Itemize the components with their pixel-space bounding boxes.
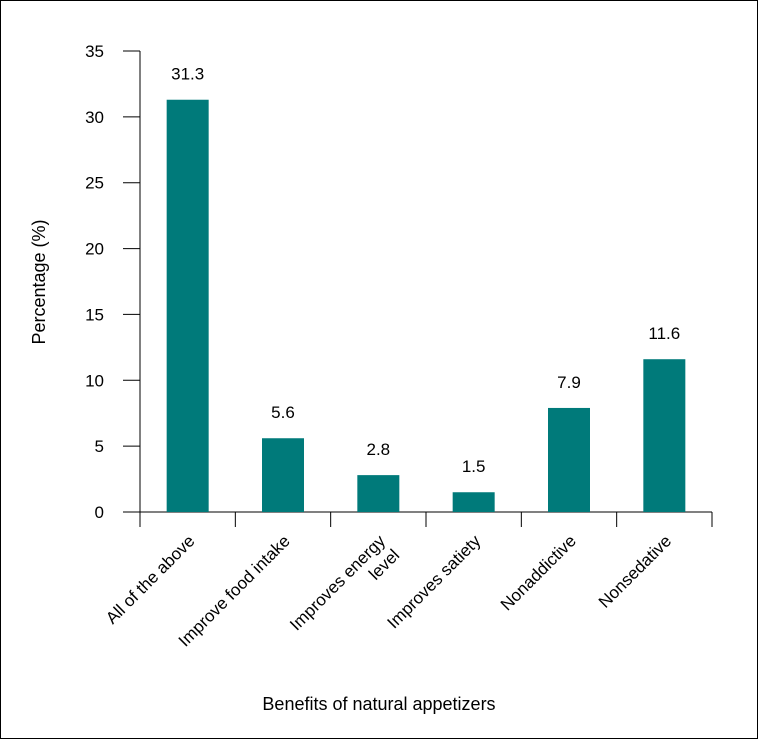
- bar: [548, 407, 590, 512]
- data-label: 31.3: [171, 65, 204, 84]
- category-label: All of the above: [102, 531, 198, 627]
- data-label: 1.5: [462, 457, 486, 476]
- y-tick-label: 35: [85, 42, 104, 61]
- y-tick-label: 10: [85, 371, 104, 390]
- y-axis: 0 5 10 15 20 25 30 35: [85, 42, 141, 522]
- data-label: 7.9: [557, 373, 581, 392]
- category-label: Improves energylevel: [286, 531, 403, 648]
- y-tick-label: 5: [95, 437, 104, 456]
- y-tick-label: 20: [85, 240, 104, 259]
- y-tick-label: 30: [85, 108, 104, 127]
- data-label: 2.8: [367, 440, 391, 459]
- data-label: 11.6: [648, 324, 680, 343]
- data-labels: 31.3 5.6 2.8 1.5 7.9 11.6: [171, 65, 680, 477]
- bar: [262, 438, 304, 512]
- bars: [166, 99, 686, 512]
- bar: [643, 359, 686, 512]
- y-tick-label: 25: [85, 174, 104, 193]
- x-axis: [123, 511, 713, 527]
- category-label: Nonsedative: [595, 531, 675, 611]
- y-tick-label: 15: [85, 305, 104, 324]
- x-axis-title: Benefits of natural appetizers: [262, 694, 495, 714]
- bar: [357, 475, 400, 512]
- category-label: Nonaddictive: [497, 531, 580, 614]
- category-label: Improves satiety: [384, 531, 485, 632]
- bar: [452, 492, 495, 512]
- bar: [166, 99, 209, 512]
- data-label: 5.6: [271, 403, 295, 422]
- y-tick-label: 0: [95, 503, 104, 522]
- y-axis-title: Percentage (%): [29, 219, 49, 344]
